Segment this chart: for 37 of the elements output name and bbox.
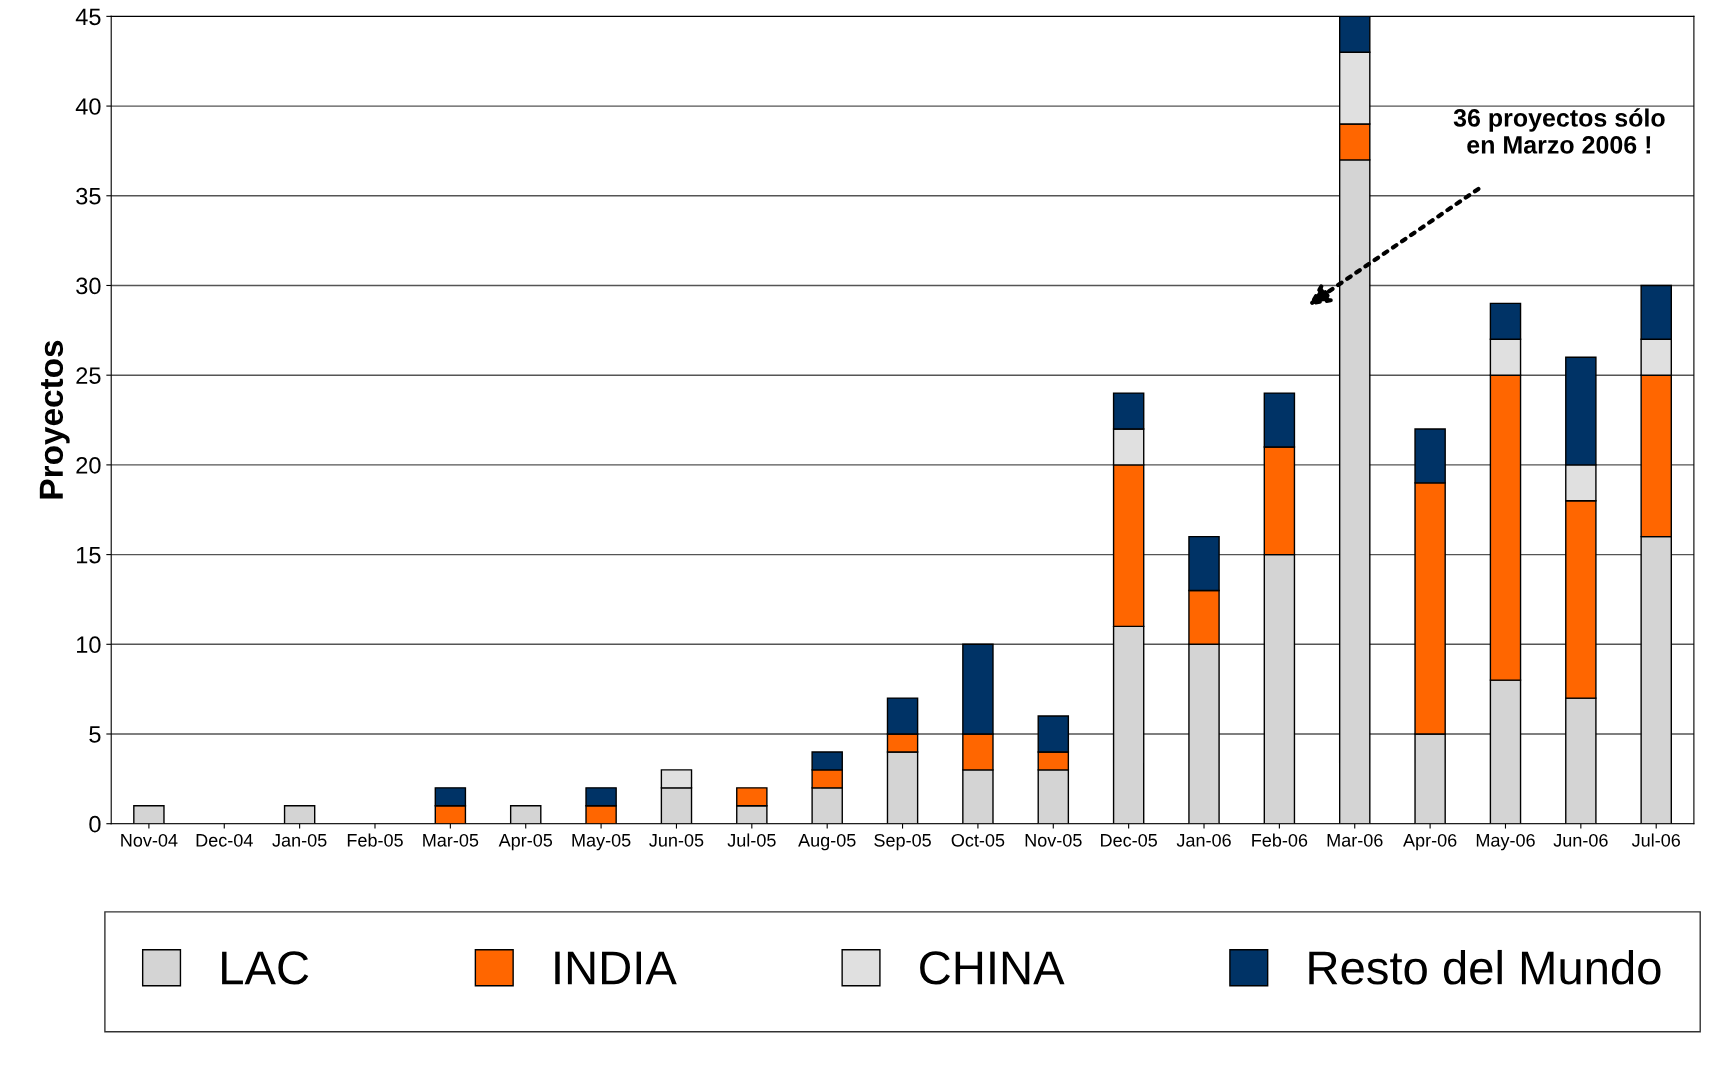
legend-label: CHINA bbox=[920, 951, 1065, 985]
y-tick-label: 20 bbox=[76, 456, 101, 474]
y-axis-title: Proyectos bbox=[39, 340, 70, 499]
x-tick-label: Apr-06 bbox=[1403, 833, 1457, 851]
x-tick-label: Aug-05 bbox=[798, 833, 856, 851]
x-tick-label: Nov-04 bbox=[121, 833, 178, 847]
x-tick-label: Feb-06 bbox=[1252, 833, 1308, 847]
x-tick-label: Dec-04 bbox=[196, 833, 253, 847]
x-tick-label: Jun-06 bbox=[1553, 833, 1608, 847]
x-tick-label: Apr-05 bbox=[498, 833, 553, 851]
x-tick-label: Mar-06 bbox=[1327, 833, 1383, 847]
y-tick-label: 40 bbox=[75, 98, 101, 115]
y-tick-label: 15 bbox=[77, 546, 101, 564]
legend-label: LAC bbox=[222, 951, 309, 985]
x-tick-label: May-06 bbox=[1476, 833, 1535, 851]
legend-label: INDIA bbox=[555, 951, 677, 985]
x-tick-label: Nov-05 bbox=[1025, 833, 1082, 847]
y-tick-label: 25 bbox=[76, 367, 101, 384]
x-tick-label: Jul-06 bbox=[1631, 833, 1680, 847]
y-tick-label: 10 bbox=[77, 636, 101, 654]
x-tick-label: Jan-06 bbox=[1176, 833, 1231, 847]
y-tick-label: 0 bbox=[89, 815, 101, 833]
x-tick-label: Sep-05 bbox=[874, 833, 931, 851]
x-tick-label: Jul-05 bbox=[727, 833, 776, 847]
x-tick-label: Mar-05 bbox=[423, 833, 479, 847]
y-tick-label: 30 bbox=[76, 277, 101, 295]
x-tick-label: May-05 bbox=[572, 833, 631, 851]
y-tick-label: 45 bbox=[75, 8, 101, 26]
x-tick-label: Feb-05 bbox=[347, 833, 403, 847]
legend-label: Resto del Mundo bbox=[1309, 949, 1661, 985]
x-tick-label: Dec-05 bbox=[1101, 833, 1157, 847]
y-tick-label: 5 bbox=[89, 726, 101, 743]
x-tick-label: Jun-05 bbox=[649, 833, 704, 847]
x-tick-label: Oct-05 bbox=[951, 833, 1005, 847]
annotation: 36 proyectos sólo en Marzo 2006 ! bbox=[1453, 108, 1665, 154]
y-tick-label: 35 bbox=[76, 187, 101, 205]
x-tick-label: Jan-05 bbox=[272, 833, 327, 847]
